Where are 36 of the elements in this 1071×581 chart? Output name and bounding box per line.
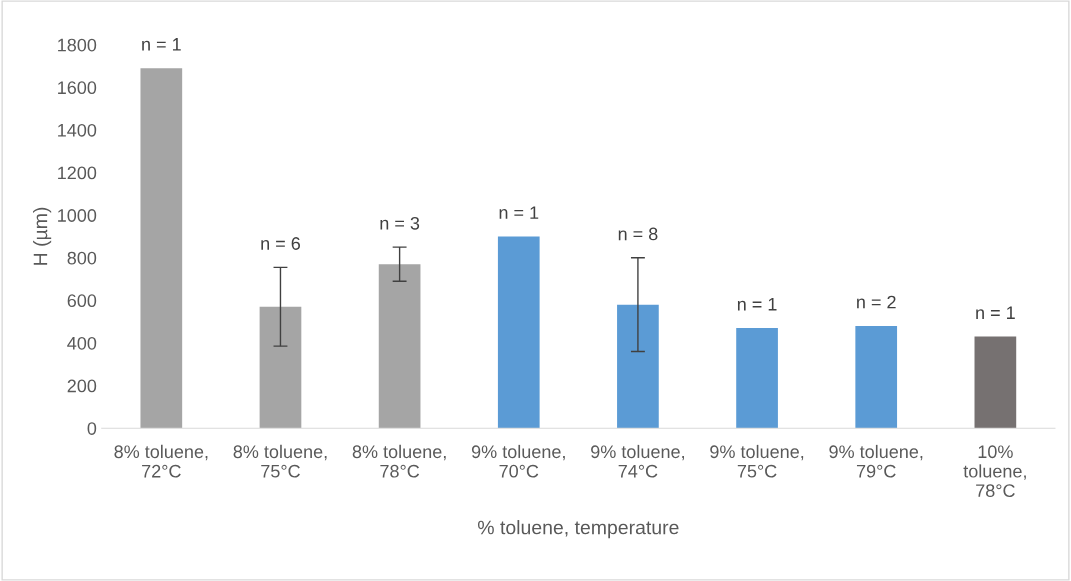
bar bbox=[736, 328, 778, 429]
annotation: n = 2 bbox=[857, 295, 896, 309]
y-tick-label: 1400 bbox=[58, 123, 97, 137]
y-tick-label: 600 bbox=[67, 294, 97, 308]
y-tick-label: 0 bbox=[87, 422, 97, 435]
bar bbox=[259, 306, 302, 429]
y-tick-label: 1600 bbox=[58, 81, 97, 95]
y-tick-label: 1800 bbox=[58, 38, 97, 52]
bar bbox=[140, 68, 183, 429]
annotation: n = 8 bbox=[618, 227, 658, 241]
y-tick-label: 1000 bbox=[58, 209, 97, 222]
x-tick-label: 8% toluene, 75°C bbox=[233, 444, 327, 478]
bar bbox=[855, 325, 898, 429]
x-tick-label: 9% toluene, 75°C bbox=[710, 444, 804, 478]
annotation: n = 3 bbox=[380, 216, 420, 230]
x-tick-label: 8% toluene, 72°C bbox=[114, 444, 208, 478]
bar bbox=[974, 336, 1017, 429]
bar bbox=[378, 264, 421, 429]
y-tick-label: 800 bbox=[67, 251, 97, 265]
x-tick-label: 9% toluene, 79°C bbox=[829, 444, 923, 478]
annotation: n = 1 bbox=[976, 306, 1015, 319]
bar bbox=[497, 236, 540, 429]
annotation: n = 1 bbox=[142, 38, 181, 51]
annotation: n = 1 bbox=[499, 206, 539, 219]
annotation: n = 6 bbox=[261, 237, 301, 250]
x-tick-label: 9% toluene, 70°C bbox=[471, 444, 565, 478]
x-tick-label: 8% toluene, 78°C bbox=[352, 444, 446, 478]
x-tick-label: 9% toluene, 74°C bbox=[591, 444, 684, 478]
annotation: n = 1 bbox=[737, 298, 777, 311]
x-tick-label: 10% toluene, 78°C bbox=[963, 445, 1026, 498]
y-tick-label: 400 bbox=[67, 336, 97, 350]
bar bbox=[617, 304, 659, 429]
y-axis-title: H (µm) bbox=[33, 207, 52, 265]
y-tick-label: 200 bbox=[67, 379, 97, 393]
x-axis-title: % toluene, temperature bbox=[477, 520, 679, 539]
y-tick-label: 1200 bbox=[58, 166, 97, 180]
